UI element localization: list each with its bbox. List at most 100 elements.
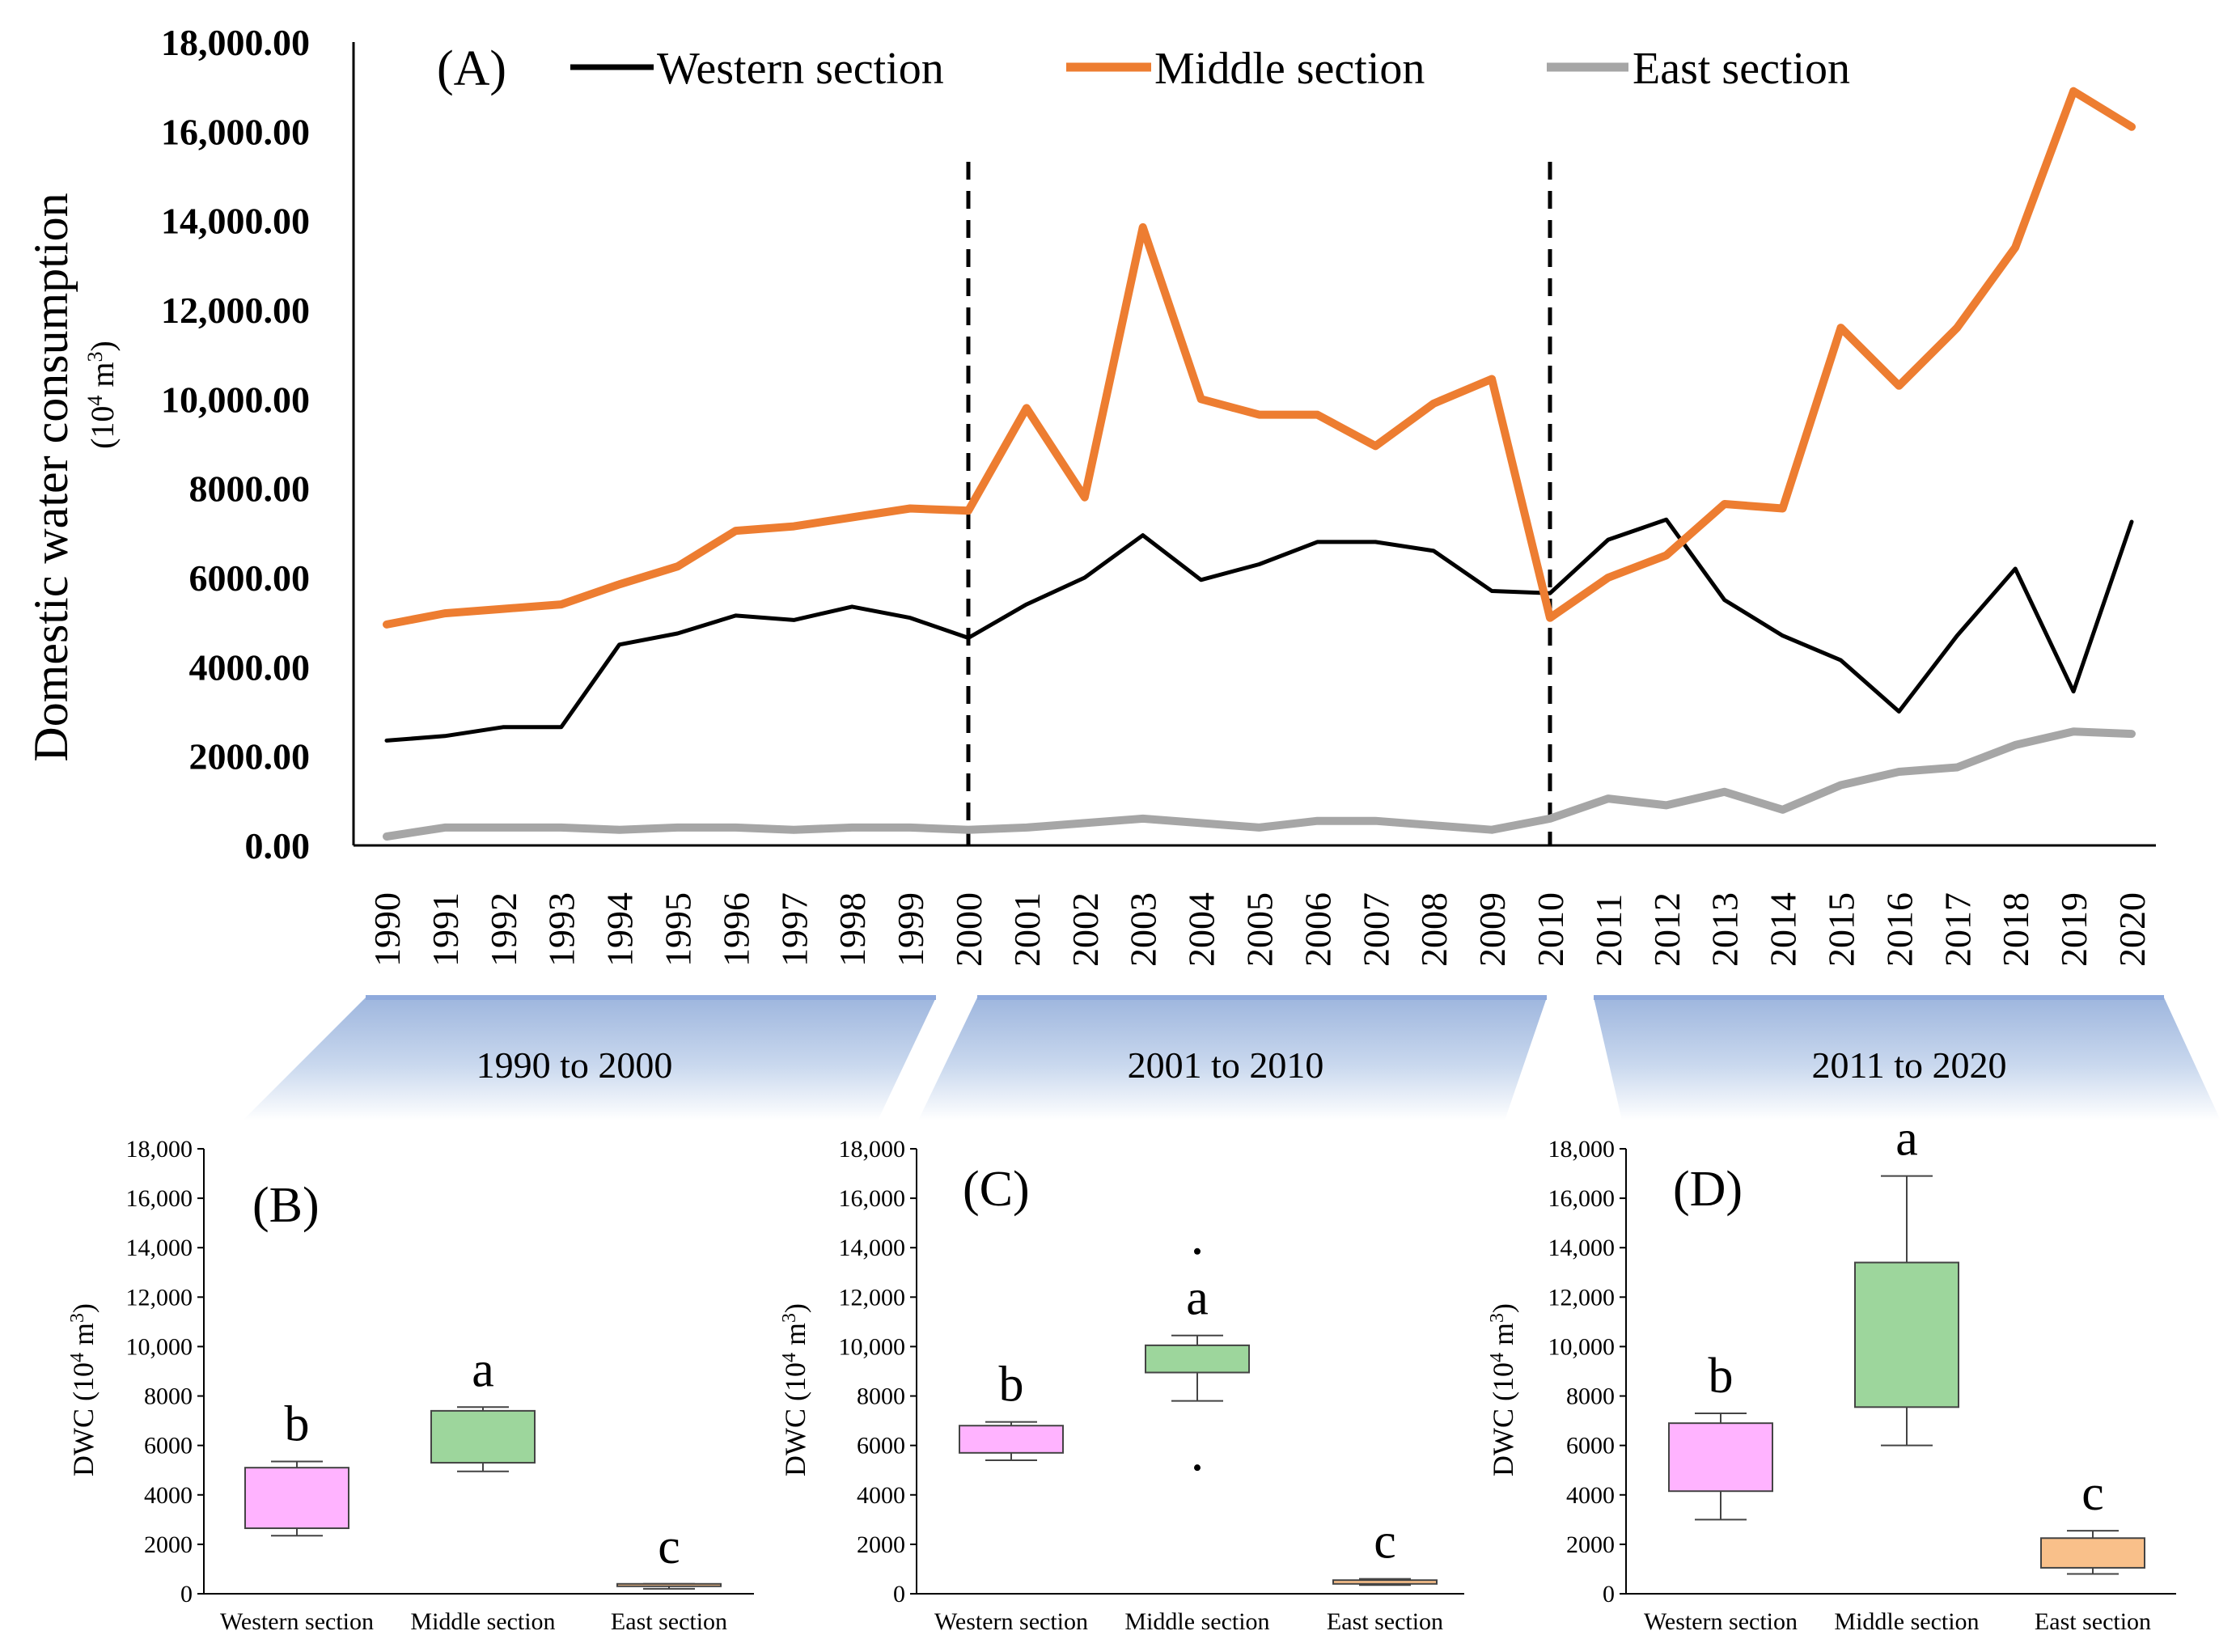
period-bands: 1990 to 2000 2001 to 2010 2011 to 2020 <box>243 995 2221 1120</box>
box-y-tick-label: 18,000 <box>1548 1136 1616 1163</box>
significance-letter: b <box>999 1358 1024 1413</box>
outlier-point <box>1194 1464 1201 1472</box>
category-label: Middle section <box>410 1608 555 1635</box>
box-y-tick-label: 10,000 <box>1548 1333 1616 1360</box>
box-y-tick-label: 12,000 <box>1548 1284 1616 1311</box>
panel-b-category-labels: Western section Middle section East sectio… <box>220 1608 727 1635</box>
main-x-tick-label: 2000 <box>948 892 989 967</box>
main-y-tick-label: 18,000.00 <box>161 22 310 63</box>
box-iqr <box>430 1409 536 1464</box>
main-x-tick-label: 1998 <box>832 892 873 967</box>
period-dividers <box>966 162 1552 845</box>
series-line-middle-section <box>383 87 2136 629</box>
period-band-2 <box>918 998 1547 1120</box>
significance-letter: a <box>472 1342 494 1397</box>
panel-label-a: (A) <box>437 41 506 96</box>
panel-label-b: (B) <box>252 1178 320 1233</box>
significance-letter: b <box>1709 1349 1734 1404</box>
panel-c-category-labels: Western section Middle section East sectio… <box>934 1608 1443 1635</box>
box-iqr <box>1668 1422 1773 1493</box>
series-line-western-section <box>384 517 2134 743</box>
box-y-tick-label: 10,000 <box>839 1333 906 1360</box>
main-x-tick-label: 2008 <box>1413 892 1455 967</box>
main-x-tick-label: 1999 <box>890 892 931 967</box>
box-iqr <box>616 1582 722 1587</box>
main-x-tick-label: 2011 <box>1588 894 1629 967</box>
panel-d: 0 2000 4000 6000 8000 10,000 12,000 14,000 16,00… <box>1487 1112 2176 1635</box>
box-y-tick-label: 2000 <box>144 1531 193 1558</box>
outlier-point <box>1194 1247 1201 1255</box>
main-x-tick-label: 1994 <box>599 892 641 967</box>
legend-label-middle: Middle section <box>1154 44 1425 94</box>
series-line-east-section <box>383 727 2136 841</box>
significance-letter: a <box>1895 1112 1918 1167</box>
box-y-tick-label: 16,000 <box>839 1185 906 1212</box>
box-y-tick-label: 2000 <box>857 1531 905 1558</box>
main-y-axis-title: Domestic water consumption <box>24 193 78 761</box>
main-y-tick-labels: 0.00 2000.00 4000.00 6000.00 8000.00 10,000.0… <box>161 22 310 866</box>
main-x-tick-label: 2010 <box>1530 892 1571 967</box>
legend: Western section Middle section East sect… <box>570 44 1850 94</box>
main-y-tick-label: 10,000.00 <box>161 379 310 420</box>
box-y-tick-label: 6000 <box>857 1433 905 1459</box>
period-label-2: 2001 to 2010 <box>1128 1044 1324 1086</box>
box-iqr <box>1332 1579 1438 1585</box>
category-label: Middle section <box>1124 1608 1269 1635</box>
main-x-tick-label: 2009 <box>1472 892 1513 967</box>
box-y-tick-label: 18,000 <box>126 1136 193 1163</box>
legend-label-east: East section <box>1633 44 1850 94</box>
main-x-tick-label: 2003 <box>1123 892 1164 967</box>
main-y-tick-label: 4000.00 <box>189 646 311 688</box>
panel-b-y-axis-title: DWC (104 m3) <box>67 1303 100 1476</box>
category-label: Middle section <box>1834 1608 1979 1635</box>
panel-b-boxes <box>244 1406 722 1590</box>
main-x-tick-label: 2014 <box>1763 892 1804 967</box>
main-x-tick-label: 1996 <box>715 892 756 967</box>
box-iqr <box>959 1425 1064 1454</box>
box-y-tick-label: 8000 <box>1566 1383 1615 1410</box>
box-y-tick-label: 14,000 <box>126 1235 193 1261</box>
panel-c-boxes <box>959 1247 1438 1586</box>
panel-b-y-tick-labels: 0 2000 4000 6000 8000 10,000 12,000 14,000 16,00… <box>126 1136 204 1608</box>
category-label: East section <box>611 1608 727 1635</box>
box-y-tick-label: 4000 <box>1566 1482 1615 1509</box>
panel-d-boxes <box>1668 1175 2145 1575</box>
panel-d-y-tick-labels: 0 2000 4000 6000 8000 10,000 12,000 14,000 16,00… <box>1548 1136 1626 1608</box>
main-x-tick-label: 1992 <box>483 892 524 967</box>
period-band-3 <box>1594 998 2221 1120</box>
main-x-tick-label: 2007 <box>1355 892 1396 967</box>
box-y-tick-label: 4000 <box>144 1482 193 1509</box>
main-y-tick-label: 12,000.00 <box>161 290 310 331</box>
main-y-tick-label: 2000.00 <box>189 736 311 777</box>
box-iqr <box>2040 1537 2145 1569</box>
main-x-tick-label: 2016 <box>1878 892 1920 967</box>
category-label: Western section <box>1644 1608 1798 1635</box>
box-y-tick-label: 6000 <box>1566 1433 1615 1459</box>
main-x-tick-label: 2006 <box>1297 892 1338 967</box>
main-y-tick-label: 8000.00 <box>189 468 311 510</box>
main-y-tick-label: 0.00 <box>245 825 311 866</box>
panel-label-d: (D) <box>1673 1162 1743 1217</box>
category-label: East section <box>1327 1608 1443 1635</box>
main-x-tick-label: 2004 <box>1181 892 1222 967</box>
box-y-tick-label: 14,000 <box>1548 1235 1616 1261</box>
box-y-tick-label: 6000 <box>144 1433 193 1459</box>
box-y-tick-label: 4000 <box>857 1482 905 1509</box>
category-label: Western section <box>934 1608 1088 1635</box>
significance-letter: c <box>1374 1514 1396 1569</box>
main-y-tick-label: 6000.00 <box>189 557 311 599</box>
main-x-tick-label: 2015 <box>1821 892 1862 967</box>
panel-d-category-labels: Western section Middle section East sectio… <box>1644 1608 2151 1635</box>
panel-d-significance-letters: b a c <box>1709 1112 2104 1521</box>
main-x-tick-label: 2018 <box>1995 892 2036 967</box>
main-x-tick-labels: 1990 1991 1992 1993 1994 1995 1996 1997 1998 1999… <box>366 892 2153 967</box>
box-y-tick-label: 0 <box>893 1581 905 1608</box>
significance-letter: c <box>2081 1466 2104 1521</box>
main-x-tick-label: 1995 <box>658 892 699 967</box>
box-y-tick-label: 16,000 <box>1548 1185 1616 1212</box>
main-y-axis-unit: (104 m3) <box>83 341 121 449</box>
main-x-tick-label: 2002 <box>1065 892 1106 967</box>
box-iqr <box>1145 1344 1250 1374</box>
main-series-lines <box>383 87 2136 841</box>
significance-letter: b <box>285 1397 310 1452</box>
